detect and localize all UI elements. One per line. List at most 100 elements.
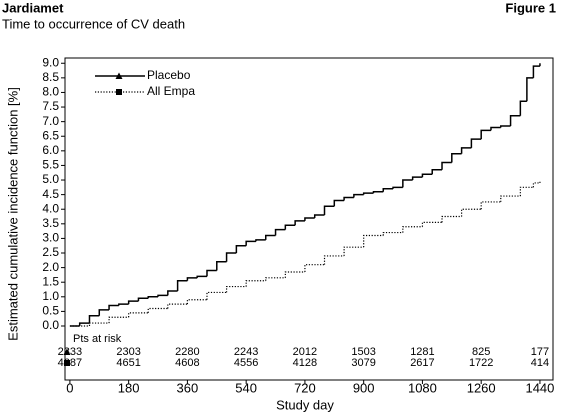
y-tick-label: 1.5 — [42, 274, 59, 288]
step-segment — [274, 228, 286, 236]
step-segment — [490, 126, 501, 131]
step-segment — [480, 129, 491, 140]
at-risk-count: 4687 — [58, 357, 82, 369]
step-segment — [255, 239, 266, 242]
step-segment — [333, 199, 345, 207]
x-tick-label: 360 — [177, 380, 199, 395]
at-risk-count: 2243 — [234, 346, 258, 358]
x-tick-label: 1440 — [525, 380, 554, 395]
step-segment — [519, 186, 534, 197]
step-segment — [98, 309, 110, 316]
y-tick-label: 0.0 — [42, 318, 59, 332]
step-segment — [186, 299, 207, 305]
at-risk-count: 3079 — [351, 357, 375, 369]
step-segment — [284, 224, 296, 230]
y-tick-label: 5.0 — [42, 172, 59, 186]
step-segment — [509, 115, 521, 127]
at-risk-count: 825 — [472, 346, 490, 358]
y-tick-label: 3.0 — [42, 231, 59, 245]
chart-subtitle: Time to occurrence of CV death — [2, 16, 185, 31]
step-segment — [343, 246, 364, 256]
step-segment — [382, 188, 394, 192]
step-segment — [245, 240, 256, 246]
at-risk-title: Pts at risk — [73, 333, 122, 345]
step-segment — [323, 205, 335, 216]
step-segment — [362, 192, 374, 195]
step-segment — [108, 316, 129, 324]
step-segment — [147, 296, 159, 299]
at-risk-marker — [63, 348, 71, 355]
step-segment — [451, 153, 462, 163]
at-risk-count: 177 — [531, 346, 549, 358]
step-segment — [128, 312, 149, 318]
y-tick-label: 5.5 — [42, 158, 59, 172]
step-segment — [526, 77, 534, 102]
x-tick-label: 180 — [118, 380, 140, 395]
step-segment — [480, 201, 501, 210]
y-tick-label: 2.0 — [42, 260, 59, 274]
step-segment — [264, 234, 276, 240]
step-segment — [147, 307, 168, 313]
y-tick-label: 9.0 — [42, 55, 59, 69]
step-segment — [245, 280, 266, 287]
step-segment — [167, 303, 188, 309]
y-tick-label: 7.5 — [42, 99, 59, 113]
step-segment — [431, 169, 443, 175]
y-tick-label: 6.5 — [42, 128, 59, 142]
step-segment — [186, 277, 198, 281]
step-segment — [441, 161, 452, 170]
step-segment — [176, 279, 188, 291]
chart-title: Jardiamet — [2, 0, 64, 15]
y-tick-label: 1.0 — [42, 289, 59, 303]
step-segment — [421, 221, 443, 227]
at-risk-count: 4651 — [116, 357, 140, 369]
at-risk-count: 2617 — [410, 357, 434, 369]
step-segment — [137, 297, 149, 302]
y-tick-label: 3.5 — [42, 216, 59, 230]
y-tick-label: 2.5 — [42, 245, 59, 259]
step-segment — [313, 214, 325, 218]
step-segment — [461, 208, 482, 217]
x-tick-label: 1080 — [408, 380, 437, 395]
step-segment — [265, 277, 286, 281]
step-segment — [392, 186, 403, 189]
step-segment — [532, 182, 540, 188]
x-tick-label: 540 — [235, 380, 257, 395]
step-segment — [441, 215, 462, 223]
y-tick-label: 4.0 — [42, 201, 59, 215]
step-segment — [206, 291, 227, 300]
at-risk-count: 4128 — [293, 357, 317, 369]
legend-label: Placebo — [147, 68, 191, 82]
y-tick-label: 6.0 — [42, 143, 59, 157]
legend-label: All Empa — [147, 84, 195, 98]
at-risk-count: 1281 — [410, 346, 434, 358]
step-segment — [118, 303, 129, 306]
step-segment — [294, 220, 305, 226]
at-risk-count: 2280 — [175, 346, 199, 358]
x-tick-label: 900 — [353, 380, 375, 395]
step-segment — [500, 125, 511, 128]
step-segment — [225, 252, 237, 262]
step-segment — [411, 176, 423, 181]
step-segment — [353, 193, 364, 198]
step-segment — [460, 147, 472, 154]
step-segment — [372, 190, 384, 194]
step-segment — [304, 217, 315, 221]
at-risk-count: 2012 — [293, 346, 317, 358]
step-segment — [343, 196, 354, 201]
step-segment — [216, 261, 227, 271]
step-segment — [284, 271, 305, 278]
step-segment — [127, 300, 139, 305]
step-segment — [382, 231, 403, 236]
x-tick-label: 0 — [66, 380, 73, 395]
figure-label: Figure 1 — [505, 0, 556, 15]
step-segment — [157, 294, 168, 297]
step-segment — [402, 179, 413, 188]
step-segment — [78, 322, 90, 326]
step-segment — [88, 315, 100, 324]
step-segment — [108, 304, 119, 310]
step-segment — [167, 290, 178, 296]
step-segment — [235, 244, 247, 254]
y-tick-label: 8.5 — [42, 70, 59, 84]
